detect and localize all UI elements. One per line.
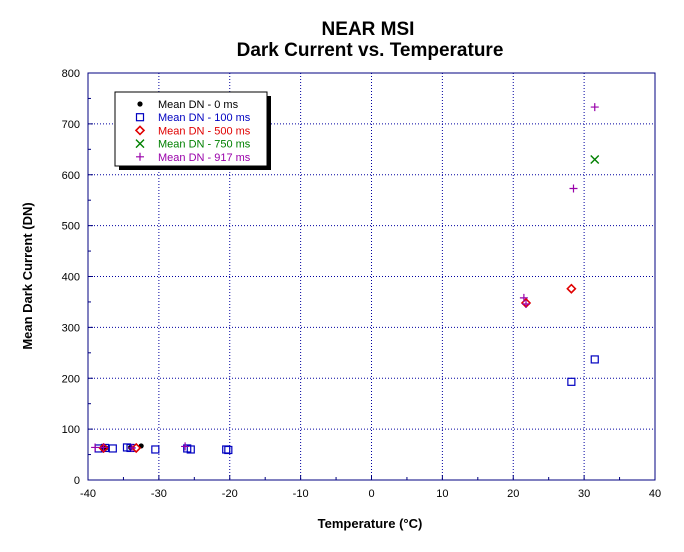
y-tick-label: 700	[62, 119, 80, 131]
data-marks	[91, 103, 600, 455]
y-tick-label: 600	[62, 170, 80, 182]
data-point-series-4	[181, 442, 190, 451]
legend-label: Mean DN - 750 ms	[158, 139, 251, 151]
y-tick-label: 300	[62, 322, 80, 334]
x-tick-label: -20	[222, 488, 238, 500]
data-point-series-4	[99, 443, 108, 452]
legend-label: Mean DN - 917 ms	[158, 152, 251, 164]
legend-marker	[134, 125, 146, 136]
y-tick-label: 0	[74, 475, 80, 487]
data-point-series-1	[108, 444, 117, 453]
legend-label: Mean DN - 500 ms	[158, 125, 251, 137]
y-axis-label: Mean Dark Current (DN)	[20, 202, 35, 349]
grid-lines	[88, 73, 655, 480]
y-tick-label: 100	[62, 424, 80, 436]
data-point-series-1	[186, 445, 195, 454]
data-point-series-4	[569, 184, 578, 193]
data-point-series-1	[590, 355, 599, 364]
x-axis-label: Temperature (°C)	[318, 516, 423, 531]
data-point-series-4	[519, 293, 528, 302]
data-point-series-2	[131, 442, 142, 454]
x-tick-label: 0	[368, 488, 374, 500]
legend-label: Mean DN - 0 ms	[158, 99, 239, 111]
legend-marker	[136, 152, 144, 161]
data-point-series-3	[590, 154, 600, 164]
y-tick-label: 800	[62, 68, 80, 80]
x-tick-label: 40	[649, 488, 661, 500]
x-tick-label: -30	[151, 488, 167, 500]
x-tick-label: -10	[293, 488, 309, 500]
chart-subtitle: Dark Current vs. Temperature	[237, 40, 504, 61]
data-point-series-2	[566, 283, 577, 294]
data-point-series-2	[98, 442, 109, 454]
y-tick-label: 200	[62, 373, 80, 385]
data-point-series-4	[590, 103, 599, 112]
legend-marker	[135, 113, 145, 122]
data-point-series-1	[151, 445, 160, 454]
legend-marker	[135, 139, 145, 149]
x-tick-label: 10	[436, 488, 448, 500]
legend-label: Mean DN - 100 ms	[158, 112, 251, 124]
data-point-series-1	[224, 445, 233, 455]
data-point-series-4	[91, 443, 100, 452]
y-tick-label: 500	[62, 221, 80, 233]
data-point-series-4	[127, 443, 136, 452]
y-tick-label: 400	[62, 272, 80, 284]
data-point-series-4	[522, 299, 531, 308]
x-tick-label: 30	[578, 488, 590, 500]
chart-title: NEAR MSI	[322, 19, 415, 40]
x-tick-label: 20	[507, 488, 519, 500]
x-tick-label: -40	[80, 488, 96, 500]
axis-ticks: -40 -30 -20 -10 0 10 20 30 400100200300400500600…	[62, 68, 661, 500]
legend-marker	[137, 101, 143, 107]
data-point-series-1	[567, 377, 576, 386]
